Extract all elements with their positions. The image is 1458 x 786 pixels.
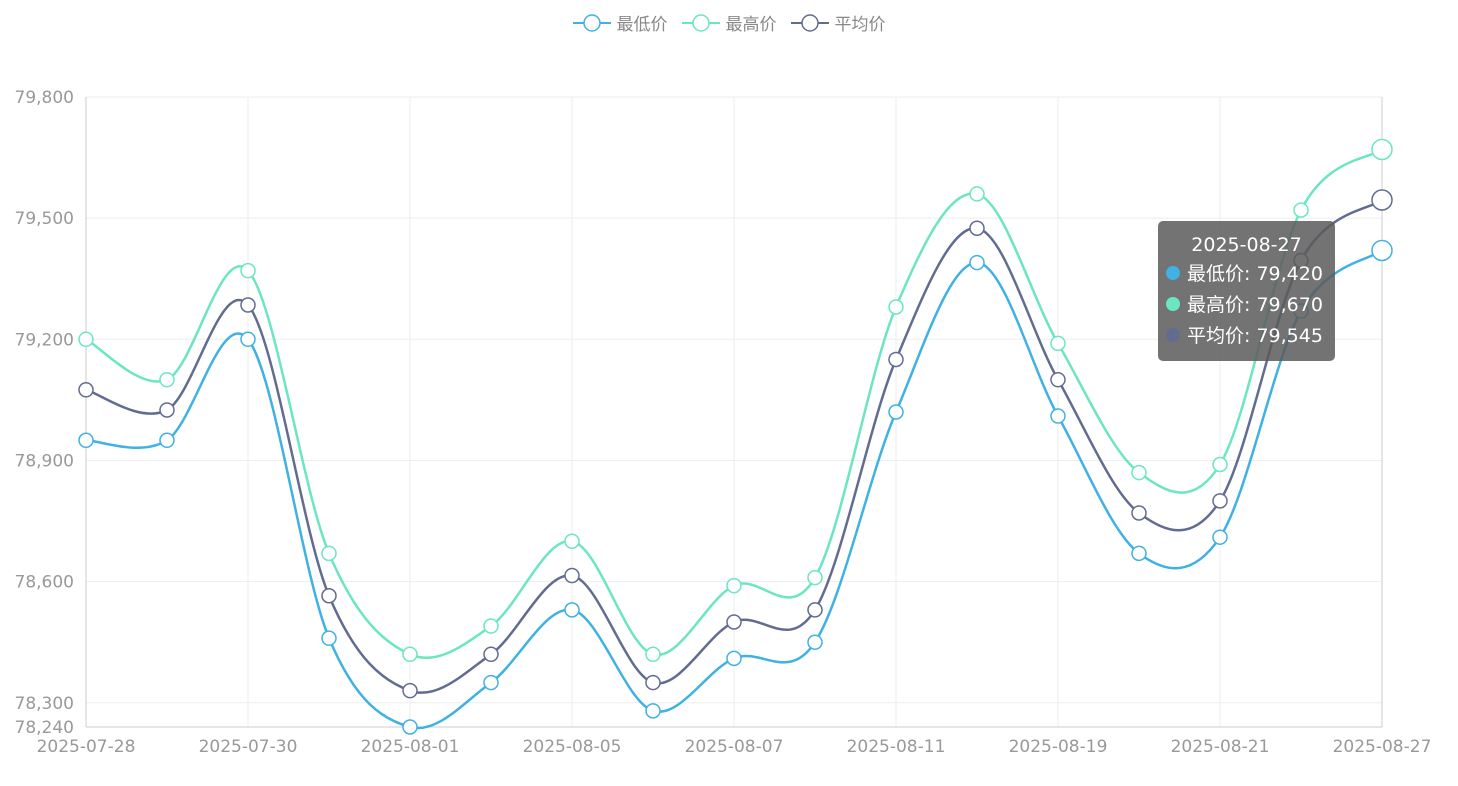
tooltip-avg-marker xyxy=(1166,327,1180,342)
data-point-max xyxy=(807,569,823,586)
y-tick-label: 78,240 xyxy=(15,718,74,738)
data-point-min xyxy=(483,674,499,691)
data-point-max xyxy=(1131,464,1147,481)
tooltip-min-marker xyxy=(1166,265,1180,280)
data-point-max xyxy=(645,646,661,663)
series-line-max xyxy=(85,148,1383,660)
data-point-max xyxy=(564,533,580,549)
data-point-avg xyxy=(1050,371,1066,388)
data-point-min xyxy=(564,602,580,618)
y-tick-label: 78,600 xyxy=(15,573,74,593)
data-point-max xyxy=(483,618,499,634)
data-point-avg xyxy=(807,602,823,618)
legend-min-icon xyxy=(572,13,611,32)
data-point-min xyxy=(807,634,823,650)
data-point-max xyxy=(1293,202,1309,218)
data-point-max xyxy=(321,545,337,562)
tooltip-date: 2025-08-27 xyxy=(1191,234,1302,256)
legend-max-icon xyxy=(681,13,720,32)
data-point-min xyxy=(1371,239,1393,262)
data-point-avg xyxy=(240,297,256,313)
data-point-max xyxy=(1212,456,1228,473)
data-point-avg xyxy=(888,351,904,368)
legend-item-avg[interactable]: 平均价 xyxy=(790,10,886,35)
data-point-min xyxy=(645,703,661,719)
data-point-max xyxy=(402,646,418,663)
y-tick-label: 79,800 xyxy=(15,88,74,108)
y-tick-label: 78,900 xyxy=(15,451,74,471)
x-tick-label: 2025-08-01 xyxy=(361,737,460,757)
x-tick-label: 2025-08-07 xyxy=(685,737,784,757)
data-point-avg xyxy=(78,382,94,398)
data-point-avg xyxy=(1371,189,1393,211)
data-point-min xyxy=(726,650,742,667)
data-point-min xyxy=(888,404,904,420)
data-point-min xyxy=(159,432,175,449)
x-tick-label: 2025-08-11 xyxy=(847,737,946,757)
data-point-min xyxy=(1212,529,1228,545)
chart-legend: 最低价 最高价 平均价 xyxy=(0,10,1458,35)
legend-label-avg: 平均价 xyxy=(834,15,886,35)
data-point-avg xyxy=(969,220,985,236)
data-point-avg xyxy=(483,646,499,663)
series-line-min xyxy=(85,249,1383,730)
data-point-avg xyxy=(564,567,580,584)
x-tick-label: 2025-08-05 xyxy=(523,737,622,757)
data-point-avg xyxy=(1212,493,1228,509)
legend-label-min: 最低价 xyxy=(616,15,668,35)
legend-label-max: 最高价 xyxy=(725,15,777,35)
x-tick-label: 2025-07-28 xyxy=(37,737,136,757)
legend-avg-icon xyxy=(790,13,829,32)
data-point-avg xyxy=(159,402,175,418)
data-point-min xyxy=(969,254,985,271)
data-point-max xyxy=(159,371,175,388)
data-point-max xyxy=(78,331,94,348)
tooltip-row-max: 最高价: 79,670 xyxy=(1158,288,1335,319)
tooltip-max-text: 最高价: 79,670 xyxy=(1187,294,1323,316)
data-point-max xyxy=(888,299,904,315)
data-point-min xyxy=(321,630,337,646)
data-point-avg xyxy=(1131,505,1147,521)
x-tick-label: 2025-07-30 xyxy=(199,737,298,757)
y-tick-label: 79,500 xyxy=(15,209,74,229)
legend-item-min[interactable]: 最低价 xyxy=(572,10,668,35)
tooltip-row-avg: 平均价: 79,545 xyxy=(1158,319,1335,350)
data-point-min xyxy=(1131,545,1147,562)
tooltip-row-min: 最低价: 79,420 xyxy=(1158,257,1335,288)
y-tick-label: 79,200 xyxy=(15,330,74,350)
legend-item-max[interactable]: 最高价 xyxy=(681,10,777,35)
data-point-min xyxy=(78,432,94,449)
data-point-min xyxy=(1050,408,1066,424)
data-point-max xyxy=(969,186,985,202)
tooltip-avg-text: 平均价: 79,545 xyxy=(1187,325,1323,347)
data-point-min xyxy=(240,331,256,348)
tooltip-max-marker xyxy=(1166,296,1180,311)
data-point-max xyxy=(1371,138,1393,161)
data-point-avg xyxy=(726,614,742,630)
data-point-max xyxy=(240,262,256,279)
y-tick-label: 78,300 xyxy=(15,694,74,714)
x-tick-label: 2025-08-27 xyxy=(1333,737,1432,757)
data-point-max xyxy=(1050,335,1066,352)
data-point-avg xyxy=(402,682,418,699)
x-tick-label: 2025-08-21 xyxy=(1171,737,1270,757)
data-tooltip: 2025-08-27 最低价: 79,420 最高价: 79,670 平均价: … xyxy=(1158,221,1335,361)
data-point-avg xyxy=(321,588,337,604)
tooltip-min-text: 最低价: 79,420 xyxy=(1187,263,1323,285)
data-point-max xyxy=(726,577,742,594)
series-line-avg xyxy=(85,198,1383,694)
data-point-min xyxy=(402,719,418,735)
x-tick-label: 2025-08-19 xyxy=(1009,737,1108,757)
data-point-avg xyxy=(645,674,661,691)
